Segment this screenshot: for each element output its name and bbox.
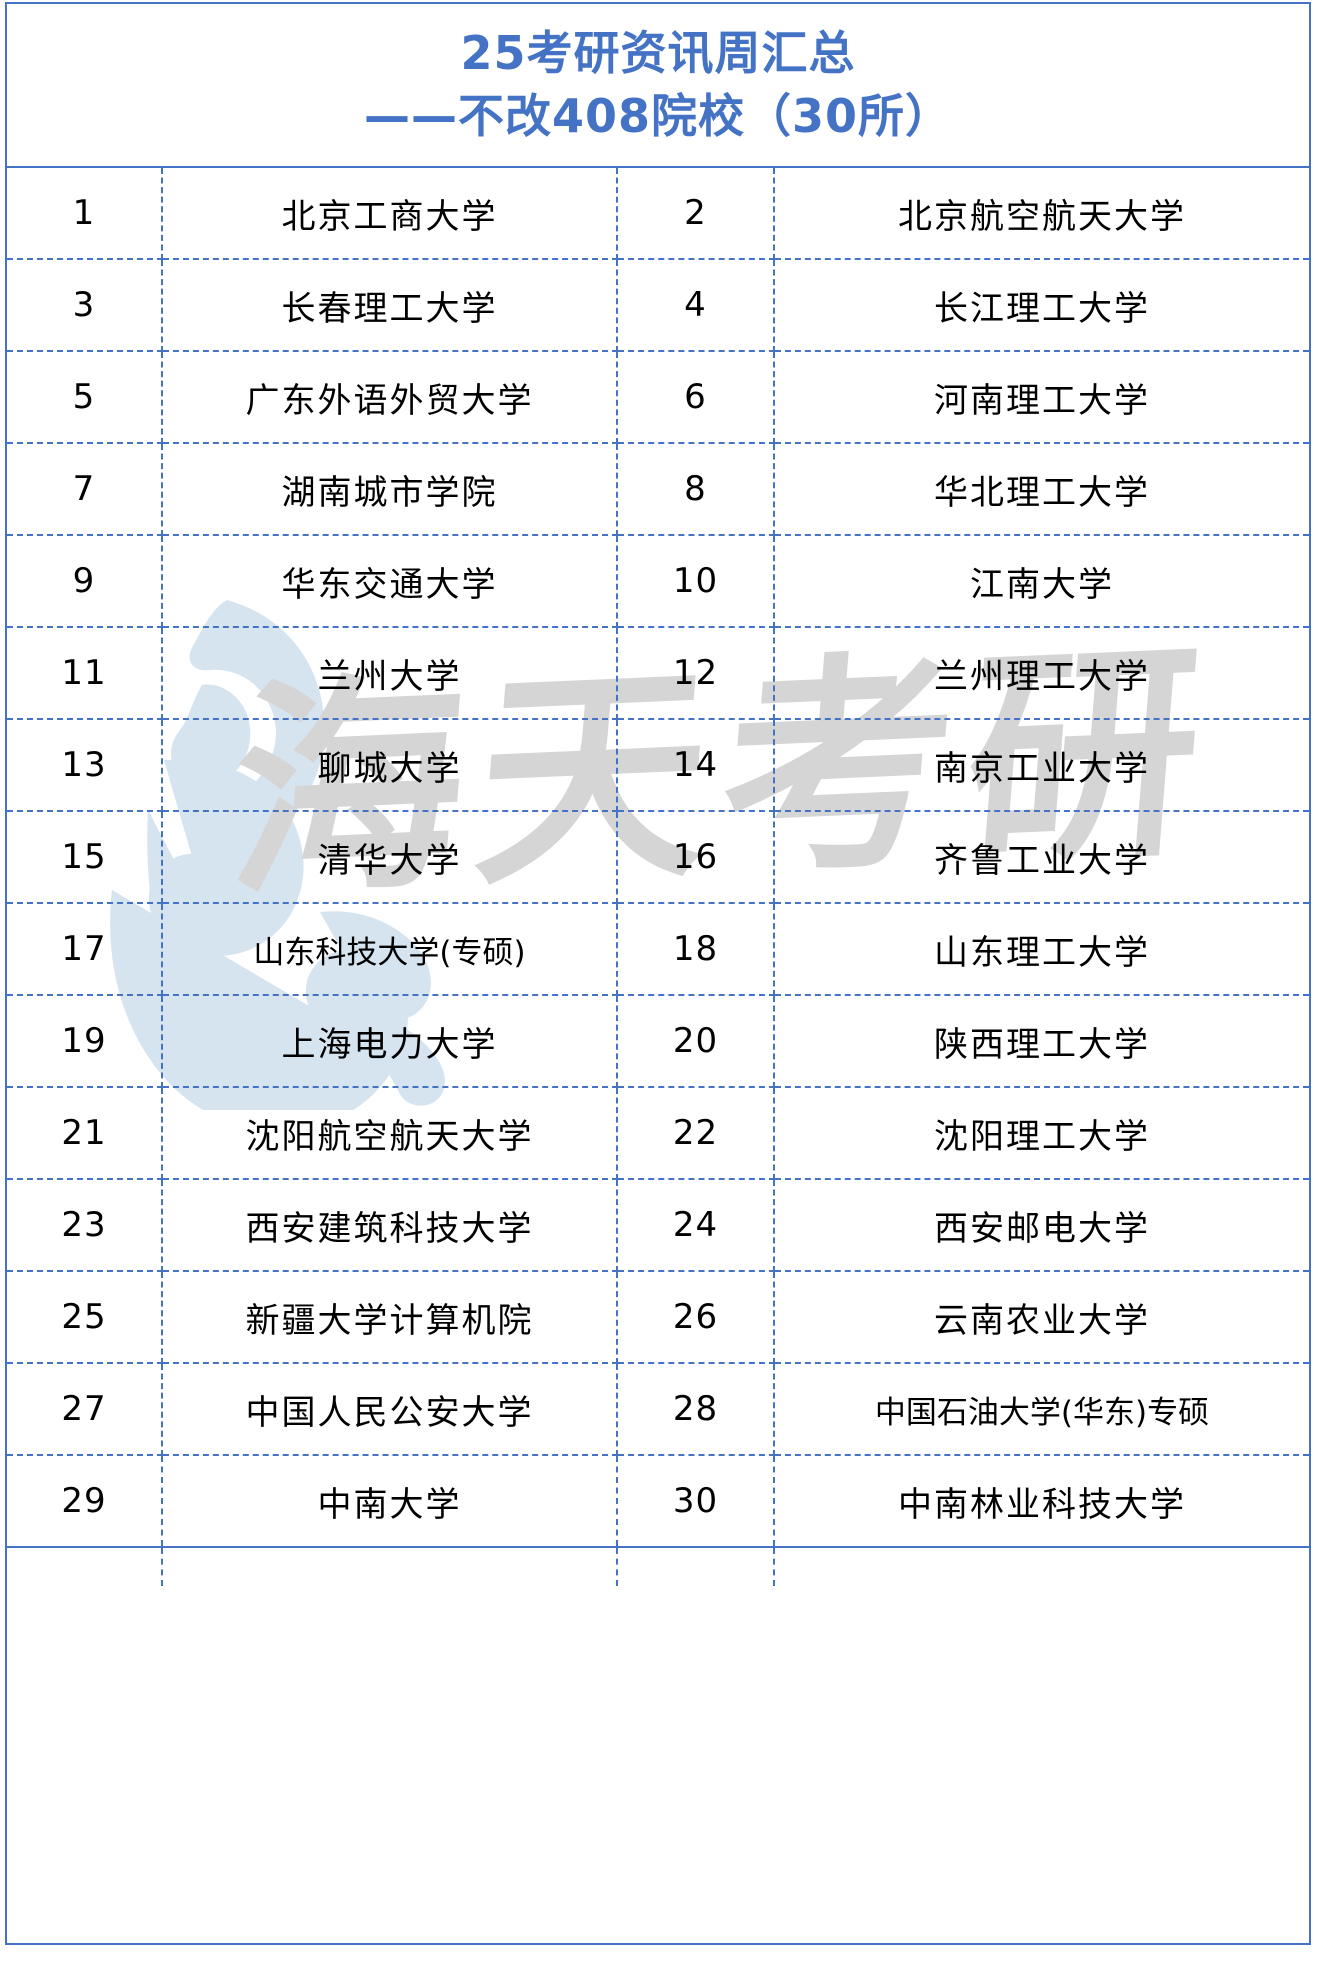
table-row: 17 山东科技大学(专硕) 18 山东理工大学 [7,903,1309,996]
university-name-left: 上海电力大学 [162,995,618,1088]
row-index-right: 10 [617,535,775,628]
university-name-right: 兰州理工大学 [774,627,1309,720]
row-index-right: 6 [617,351,775,444]
table-row: 27 中国人民公安大学 28 中国石油大学(华东)专硕 [7,1363,1309,1456]
table-row: 11 兰州大学 12 兰州理工大学 [7,627,1309,720]
row-index-right: 28 [617,1363,775,1456]
university-name-right: 中南林业科技大学 [774,1455,1309,1548]
row-index-right: 4 [617,259,775,352]
page-title-line-2: ——不改408院校（30所） [363,89,953,143]
row-index-right: 8 [617,443,775,536]
university-name-right: 江南大学 [774,535,1309,628]
table-body: 1 北京工商大学 2 北京航空航天大学 3 长春理工大学 4 长江理工大学 5 … [7,168,1309,1586]
table-row: 1 北京工商大学 2 北京航空航天大学 [7,168,1309,260]
table-row: 15 清华大学 16 齐鲁工业大学 [7,811,1309,904]
row-index-left: 25 [7,1271,163,1364]
row-index-left: 7 [7,443,163,536]
university-list-table: 1 北京工商大学 2 北京航空航天大学 3 长春理工大学 4 长江理工大学 5 … [7,168,1309,1586]
row-index-left: 27 [7,1363,163,1456]
university-name-right: 云南农业大学 [774,1271,1309,1364]
table-row: 25 新疆大学计算机院 26 云南农业大学 [7,1271,1309,1364]
university-name-right: 沈阳理工大学 [774,1087,1309,1180]
university-name-left: 湖南城市学院 [162,443,618,536]
row-index-right: 14 [617,719,775,812]
university-name-right: 河南理工大学 [774,351,1309,444]
row-index-right: 12 [617,627,775,720]
row-index-right: 22 [617,1087,775,1180]
row-index-right: 26 [617,1271,775,1364]
row-index-left: 11 [7,627,163,720]
row-index-left: 23 [7,1179,163,1272]
university-name-right: 南京工业大学 [774,719,1309,812]
row-index-left: 21 [7,1087,163,1180]
university-name-left: 西安建筑科技大学 [162,1179,618,1272]
university-name-right: 华北理工大学 [774,443,1309,536]
university-name-left: 沈阳航空航天大学 [162,1087,618,1180]
row-index-left: 29 [7,1455,163,1548]
row-index-left: 15 [7,811,163,904]
university-name-left: 清华大学 [162,811,618,904]
university-name-left: 中国人民公安大学 [162,1363,618,1456]
university-name-left: 北京工商大学 [162,168,618,260]
page-title-line-1: 25考研资讯周汇总 [460,25,856,80]
row-index-left: 5 [7,351,163,444]
table-row: 5 广东外语外贸大学 6 河南理工大学 [7,351,1309,444]
empty-cell [617,1547,775,1586]
university-name-left: 山东科技大学(专硕) [162,903,618,996]
row-index-right: 16 [617,811,775,904]
empty-cell [162,1547,618,1586]
row-index-left: 19 [7,995,163,1088]
row-index-right: 20 [617,995,775,1088]
table-row: 23 西安建筑科技大学 24 西安邮电大学 [7,1179,1309,1272]
university-name-left: 华东交通大学 [162,535,618,628]
row-index-left: 3 [7,259,163,352]
table-row: 13 聊城大学 14 南京工业大学 [7,719,1309,812]
university-name-right: 陕西理工大学 [774,995,1309,1088]
row-index-right: 2 [617,168,775,260]
row-index-right: 30 [617,1455,775,1548]
university-list-table-wrapper: 1 北京工商大学 2 北京航空航天大学 3 长春理工大学 4 长江理工大学 5 … [5,168,1311,1945]
row-index-left: 9 [7,535,163,628]
university-name-left: 广东外语外贸大学 [162,351,618,444]
row-index-right: 24 [617,1179,775,1272]
university-name-left: 聊城大学 [162,719,618,812]
table-row: 29 中南大学 30 中南林业科技大学 [7,1455,1309,1548]
university-name-left: 长春理工大学 [162,259,618,352]
empty-cell [774,1547,1309,1586]
university-name-right: 中国石油大学(华东)专硕 [774,1363,1309,1456]
sheet-title-block: 25考研资讯周汇总 ——不改408院校（30所） [5,2,1311,168]
empty-cell [7,1547,163,1586]
university-name-right: 齐鲁工业大学 [774,811,1309,904]
table-row: 7 湖南城市学院 8 华北理工大学 [7,443,1309,536]
table-row: 19 上海电力大学 20 陕西理工大学 [7,995,1309,1088]
university-name-right: 西安邮电大学 [774,1179,1309,1272]
table-row: 3 长春理工大学 4 长江理工大学 [7,259,1309,352]
university-name-left: 新疆大学计算机院 [162,1271,618,1364]
university-name-right: 长江理工大学 [774,259,1309,352]
university-name-right: 山东理工大学 [774,903,1309,996]
table-row: 21 沈阳航空航天大学 22 沈阳理工大学 [7,1087,1309,1180]
row-index-left: 1 [7,168,163,260]
row-index-right: 18 [617,903,775,996]
table-row: 9 华东交通大学 10 江南大学 [7,535,1309,628]
table-row-empty [7,1547,1309,1586]
university-name-left: 兰州大学 [162,627,618,720]
university-name-left: 中南大学 [162,1455,618,1548]
university-name-right: 北京航空航天大学 [774,168,1309,260]
row-index-left: 13 [7,719,163,812]
row-index-left: 17 [7,903,163,996]
